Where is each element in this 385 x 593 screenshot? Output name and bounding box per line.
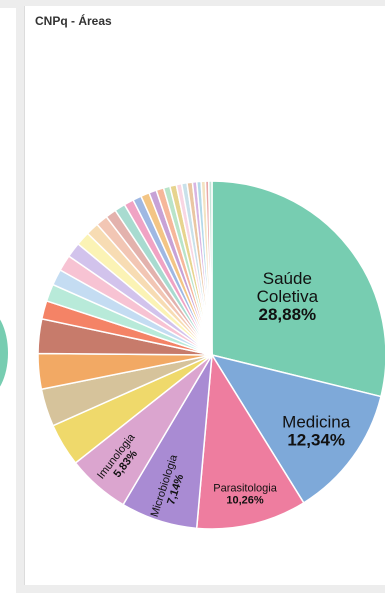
chart-card: CNPq - Áreas Saúde Coletiva 28,88% Medicina… <box>24 6 385 585</box>
slice-percent-label: 10,26% <box>226 495 264 507</box>
pie-slice-33[interactable] <box>207 180 213 356</box>
adjacent-chart-fragment <box>0 308 8 398</box>
pie-slice-medicina[interactable] <box>210 353 382 504</box>
slice-category-label: Saúde <box>263 269 312 288</box>
left-panel <box>0 8 16 593</box>
slice-category-label: Medicina <box>282 413 351 432</box>
pie-slice-sa-de-coletiva[interactable] <box>211 180 385 398</box>
slice-category-label: Parasitologia <box>213 483 277 495</box>
slice-category-label: Coletiva <box>257 287 319 306</box>
slice-percent-label: 12,34% <box>287 431 345 450</box>
chart-title: CNPq - Áreas <box>35 14 112 28</box>
slice-percent-label: 28,88% <box>258 305 316 324</box>
pie-slice-parasitologia[interactable] <box>195 352 305 530</box>
